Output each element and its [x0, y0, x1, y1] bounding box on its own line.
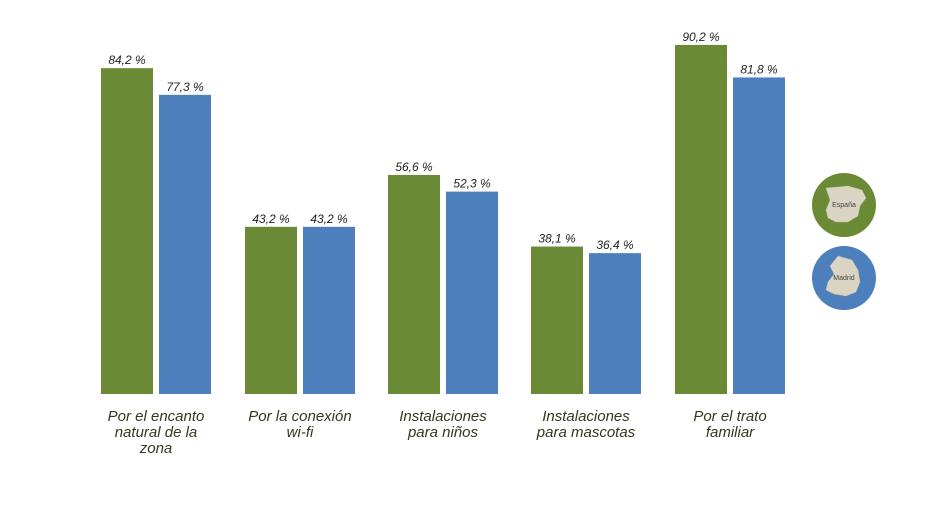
- category-label-line: Instalaciones: [542, 408, 630, 425]
- category-label-line: wi-fi: [287, 424, 314, 441]
- category-label-2: Por la conexión wi-fi: [248, 408, 351, 441]
- bar-espana-5: [675, 44, 727, 395]
- bar-madrid-5: [733, 77, 785, 395]
- value-label-madrid-1: 77,3 %: [166, 80, 204, 94]
- value-label-madrid-3: 52,3 %: [453, 177, 491, 191]
- bar-madrid-3: [446, 191, 498, 394]
- bar-madrid-4: [589, 253, 641, 394]
- value-label-espana-4: 38,1 %: [538, 232, 576, 246]
- category-label-1: Por el encanto natural de la zona: [108, 408, 205, 457]
- value-label-madrid-4: 36,4 %: [596, 238, 634, 252]
- bar-espana-2: [245, 226, 297, 394]
- category-label-3: Instalaciones para niños: [399, 408, 487, 441]
- category-label-line: familiar: [706, 424, 755, 441]
- bar-espana-3: [388, 174, 440, 394]
- category-label-line: Por el trato: [693, 408, 766, 425]
- category-label-line: para mascotas: [536, 424, 636, 441]
- value-label-espana-3: 56,6 %: [395, 160, 433, 174]
- category-label-5: Por el trato familiar: [693, 408, 766, 441]
- category-label-line: para niños: [407, 424, 479, 441]
- legend-item-spain: España: [812, 173, 876, 237]
- category-label-line: Por la conexión: [248, 408, 351, 425]
- legend-item-madrid: Madrid: [812, 246, 876, 310]
- category-label-line: natural de la: [115, 424, 198, 441]
- category-label-line: Por el encanto: [108, 408, 205, 425]
- category-label-4: Instalaciones para mascotas: [536, 408, 636, 441]
- value-labels-group: 84,2 % 77,3 % 43,2 % 43,2 % 56,6 % 52,3 % 38,1…: [108, 30, 778, 252]
- value-label-espana-2: 43,2 %: [252, 212, 290, 226]
- legend-spain-label: España: [832, 202, 856, 209]
- legend-madrid-label: Madrid: [833, 275, 855, 282]
- value-label-espana-5: 90,2 %: [682, 30, 720, 44]
- value-label-espana-1: 84,2 %: [108, 53, 146, 67]
- bar-madrid-2: [303, 226, 355, 394]
- bar-espana-4: [531, 246, 583, 394]
- bar-madrid-1: [159, 94, 211, 394]
- category-label-line: zona: [139, 440, 173, 457]
- madrid-map-icon: [825, 255, 861, 297]
- value-label-madrid-2: 43,2 %: [310, 212, 348, 226]
- spain-map-icon: [825, 185, 867, 223]
- category-label-line: Instalaciones: [399, 408, 487, 425]
- bar-espana-1: [101, 68, 153, 394]
- value-label-madrid-5: 81,8 %: [740, 62, 778, 76]
- legend: España Madrid: [812, 173, 876, 310]
- bars-group: [101, 44, 785, 395]
- category-labels-group: Por el encanto natural de la zona Por la co…: [108, 408, 767, 457]
